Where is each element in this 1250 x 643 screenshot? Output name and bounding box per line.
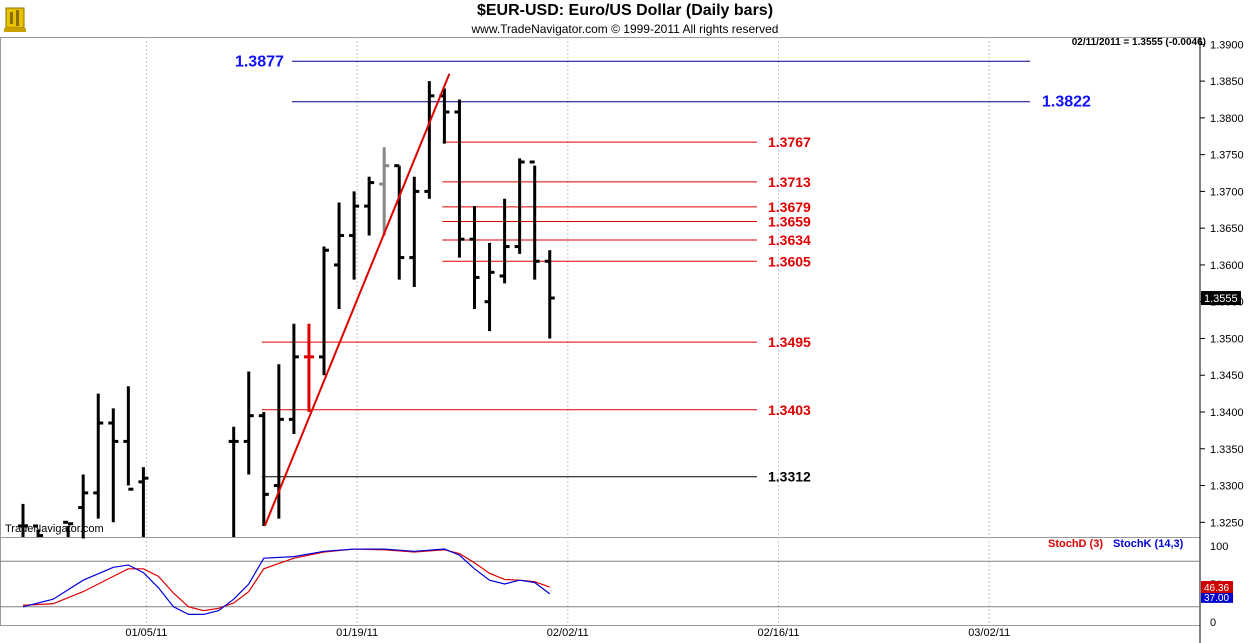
last-price-label: 1.3555 (1204, 293, 1238, 305)
ohlc-bar (409, 176, 420, 287)
level-label-1.3877: 1.3877 (235, 53, 284, 70)
ohlc-bar (108, 408, 119, 523)
ohlc-bar (123, 386, 134, 491)
ohlc-bar (334, 202, 345, 310)
date-tick-label: 02/02/11 (547, 627, 589, 639)
price-tick-label: 1.3350 (1210, 444, 1244, 456)
ohlc-bar (424, 81, 435, 199)
ohlc-bar (364, 176, 375, 236)
ohlc-bar (544, 250, 555, 339)
price-tick-label: 1.3500 (1210, 333, 1244, 345)
stochd-legend: StochD (3) (1048, 538, 1103, 550)
ohlc-bar (303, 323, 314, 412)
ohlc-bar (288, 323, 299, 435)
ohlc-bar (93, 393, 104, 519)
price-tick-label: 1.3250 (1210, 517, 1244, 529)
stochk-last-marker (1201, 592, 1233, 603)
ohlc-bar (514, 158, 525, 254)
level-label-1.3495: 1.3495 (768, 334, 811, 350)
stochd-last-marker (1201, 581, 1233, 594)
level-label-1.3822: 1.3822 (1042, 94, 1091, 111)
last-price-marker (1201, 291, 1241, 306)
trendline (263, 73, 451, 527)
chart-subtitle: www.TradeNavigator.com © 1999-2011 All r… (471, 22, 779, 36)
tradenavigator-logo-icon (4, 4, 26, 34)
price-tick-label: 1.3800 (1210, 113, 1244, 125)
ohlc-bar (63, 520, 74, 537)
stoch-pane-frame (0, 537, 1201, 626)
level-label-1.3767: 1.3767 (768, 134, 811, 150)
price-tick-label: 1.3450 (1210, 370, 1244, 382)
ohlc-bar (529, 160, 540, 280)
stochd-last-label: 46.36 (1204, 583, 1229, 594)
price-tick-label: 1.3700 (1210, 186, 1244, 198)
stochk-legend: StochK (14,3) (1113, 538, 1184, 550)
price-tick-label: 1.3850 (1210, 76, 1244, 88)
price-tick-label: 1.3750 (1210, 150, 1244, 162)
ohlc-bar (379, 147, 390, 236)
stoch-tick-label: 100 (1210, 541, 1228, 553)
date-tick-label: 01/19/11 (336, 627, 378, 639)
date-tick-label: 01/05/11 (125, 627, 167, 639)
ohlc-bar (454, 99, 465, 258)
ohlc-bar (18, 503, 28, 537)
level-label-1.3659: 1.3659 (768, 214, 811, 230)
ohlc-bar (469, 206, 480, 310)
stochd-line (22, 548, 550, 612)
level-label-1.3312: 1.3312 (768, 469, 811, 485)
ohlc-bar (484, 242, 495, 332)
price-pane-frame (0, 37, 1201, 538)
ohlc-bar (499, 198, 510, 284)
price-tick-label: 1.3600 (1210, 260, 1244, 272)
level-label-1.3679: 1.3679 (768, 199, 811, 215)
level-label-1.3713: 1.3713 (768, 174, 811, 190)
level-label-1.3403: 1.3403 (768, 402, 811, 418)
price-tick-label: 1.3300 (1210, 481, 1244, 493)
ohlc-bar (228, 426, 239, 537)
date-tick-label: 02/16/11 (757, 627, 799, 639)
stochk-line (22, 548, 551, 616)
ohlc-bar (394, 164, 405, 280)
ohlc-bar (258, 412, 269, 526)
ohlc-bar (243, 371, 254, 475)
watermark: TradeNavigator.com (5, 523, 104, 535)
price-tick-label: 1.3650 (1210, 223, 1244, 235)
ohlc-bar (349, 191, 360, 280)
ohlc-bar (33, 524, 44, 538)
ohlc-bar (138, 467, 149, 537)
price-tick-label: 1.3400 (1210, 407, 1244, 419)
stochk-last-label: 37.00 (1204, 593, 1229, 604)
level-label-1.3605: 1.3605 (768, 253, 811, 269)
price-readout: 02/11/2011 = 1.3555 (-0.0046) (1071, 37, 1206, 48)
date-tick-label: 03/02/11 (968, 627, 1010, 639)
ohlc-bar (273, 364, 284, 519)
price-tick-label: 1.3900 (1210, 39, 1244, 51)
level-label-1.3634: 1.3634 (768, 232, 811, 248)
ohlc-bar (319, 246, 329, 376)
ohlc-bar (78, 474, 89, 539)
chart-title: $EUR-USD: Euro/US Dollar (Daily bars) (476, 2, 774, 19)
stoch-tick-label: 0 (1210, 617, 1216, 629)
